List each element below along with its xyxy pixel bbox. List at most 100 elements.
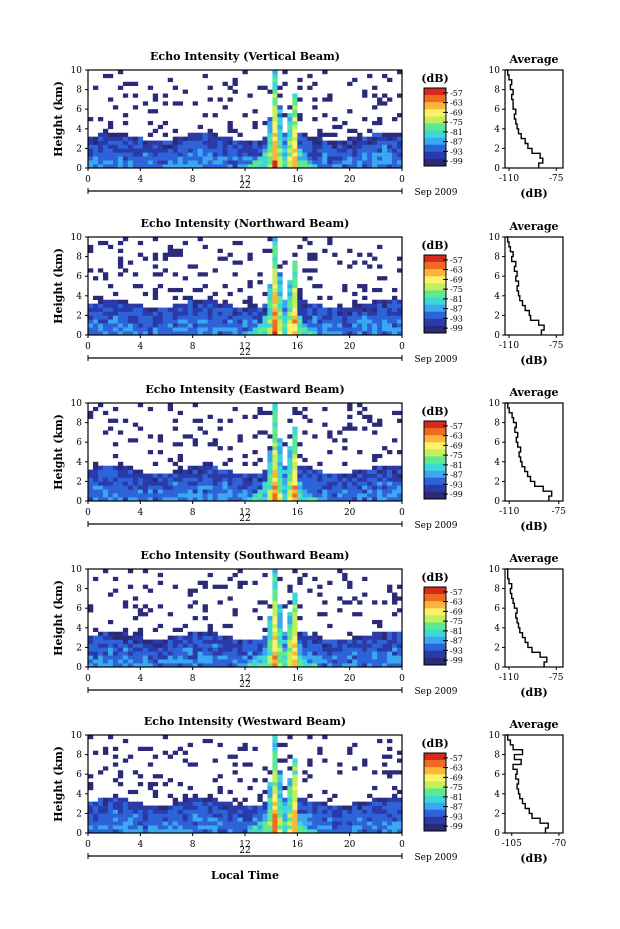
x-tick-label: 20: [344, 840, 356, 850]
average-y-tick-label: 8: [494, 751, 500, 761]
x-tick-label: 0: [85, 342, 91, 352]
average-y-tick-label: 2: [494, 643, 500, 653]
average-y-tick-label: 2: [494, 144, 500, 154]
colorbar-tick-label: -87: [450, 305, 463, 314]
average-y-tick-label: 0: [494, 164, 500, 174]
average-y-tick-label: 0: [494, 331, 500, 341]
average-profile-line: [506, 568, 548, 667]
x-tick-label: 0: [85, 674, 91, 684]
average-y-tick-label: 10: [489, 66, 501, 76]
colorbar-swatch: [424, 318, 446, 327]
colorbar-tick-label: -75: [450, 451, 463, 460]
y-tick-label: 0: [76, 497, 82, 507]
colorbar-unit: (dB): [421, 239, 448, 252]
colorbar-tick-label: -81: [450, 128, 463, 137]
average-unit: (dB): [520, 187, 547, 200]
colorbar-swatch: [424, 311, 446, 320]
colorbar-tick-label: -87: [450, 803, 463, 812]
colorbar-tick-label: -81: [450, 461, 463, 470]
x-tick-label: 12: [239, 508, 250, 518]
colorbar-swatch: [424, 283, 446, 291]
colorbar-swatch: [424, 325, 446, 334]
average-y-tick-label: 4: [494, 624, 500, 634]
panel-0: Echo Intensity (Vertical Beam) 0 2 4 6 8 10 Hei…: [52, 50, 564, 200]
colorbar-tick-label: -93: [450, 812, 463, 821]
colorbar-swatch: [424, 774, 446, 782]
day-label: 22: [239, 514, 250, 524]
colorbar-tick-label: -63: [450, 598, 463, 607]
panel-3: Echo Intensity (Southward Beam) 0 2 4 6 8 10 He…: [52, 549, 564, 699]
y-axis-label: Height (km): [52, 580, 65, 656]
x-tick-label: 12: [239, 175, 250, 185]
colorbar-tick-label: -69: [450, 441, 463, 450]
y-tick-label: 8: [76, 419, 82, 429]
colorbar-swatch: [424, 816, 446, 825]
average-y-tick-label: 8: [494, 253, 500, 263]
average-frame: [504, 734, 564, 834]
colorbar-tick-label: -63: [450, 99, 463, 108]
y-tick-label: 2: [76, 643, 82, 653]
colorbar-tick-label: -69: [450, 108, 463, 117]
colorbar-tick-label: -99: [450, 490, 463, 499]
average-frame: [504, 69, 564, 169]
y-tick-label: 10: [71, 66, 83, 76]
x-tick-label: 0: [399, 674, 405, 684]
y-tick-label: 6: [76, 438, 82, 448]
heatmap-cells: [88, 569, 403, 668]
y-tick-label: 0: [76, 663, 82, 673]
y-axis-label: Height (km): [52, 248, 65, 324]
colorbar-swatch: [424, 795, 446, 803]
x-tick-label: 4: [137, 840, 143, 850]
colorbar-swatch: [424, 137, 446, 146]
y-tick-label: 8: [76, 86, 82, 96]
colorbar-swatch: [424, 470, 446, 479]
x-tick-label: 8: [190, 508, 196, 518]
average-y-tick-label: 6: [494, 438, 500, 448]
date-label: Sep 2009: [414, 853, 457, 863]
average-profile-line: [506, 402, 553, 501]
colorbar-swatch: [424, 463, 446, 471]
panel-4: Echo Intensity (Westward Beam) 0 2 4 6 8 10 Hei…: [52, 715, 566, 865]
colorbar-swatch: [424, 622, 446, 630]
colorbar-tick-label: -81: [450, 627, 463, 636]
colorbar-tick-label: -57: [450, 89, 463, 98]
panel-1: Echo Intensity (Northward Beam) 0 2 4 6 8 10 He…: [52, 217, 564, 367]
average-y-tick-label: 8: [494, 86, 500, 96]
colorbar-tick-label: -81: [450, 295, 463, 304]
x-tick-label: 0: [399, 342, 405, 352]
date-label: Sep 2009: [414, 521, 457, 531]
average-y-tick-label: 10: [489, 399, 501, 409]
average-title: Average: [508, 220, 558, 233]
colorbar-swatch: [424, 587, 446, 595]
colorbar-swatch: [424, 594, 446, 602]
average-unit: (dB): [520, 686, 547, 699]
colorbar-swatch: [424, 615, 446, 623]
colorbar-tick-label: -57: [450, 422, 463, 431]
colorbar-unit: (dB): [421, 72, 448, 85]
x-tick-label: 4: [137, 175, 143, 185]
y-tick-label: 2: [76, 144, 82, 154]
colorbar: -57-63-69-75-81-87-93-99: [423, 752, 463, 832]
average-frame: [504, 402, 564, 502]
y-tick-label: 8: [76, 253, 82, 263]
average-x-tick-label: -110: [499, 673, 519, 683]
y-tick-label: 6: [76, 272, 82, 282]
colorbar-frame: [423, 254, 447, 334]
heatmap-cells: [88, 735, 403, 834]
colorbar-swatch: [424, 116, 446, 124]
colorbar-tick-label: -57: [450, 754, 463, 763]
y-tick-label: 10: [71, 565, 83, 575]
colorbar-frame: [423, 752, 447, 832]
colorbar-unit: (dB): [421, 571, 448, 584]
average-y-tick-label: 8: [494, 585, 500, 595]
y-tick-label: 10: [71, 731, 83, 741]
average-x-tick-label: -105: [502, 839, 522, 849]
average-profile: Average 0 2 4 6 8 10 -105 -70 (dB): [489, 718, 567, 865]
average-x-tick-label: -110: [499, 341, 519, 351]
day-label: 22: [239, 181, 250, 191]
colorbar-swatch: [424, 477, 446, 486]
average-x-tick-label: -75: [552, 507, 567, 517]
colorbar-tick-label: -69: [450, 275, 463, 284]
